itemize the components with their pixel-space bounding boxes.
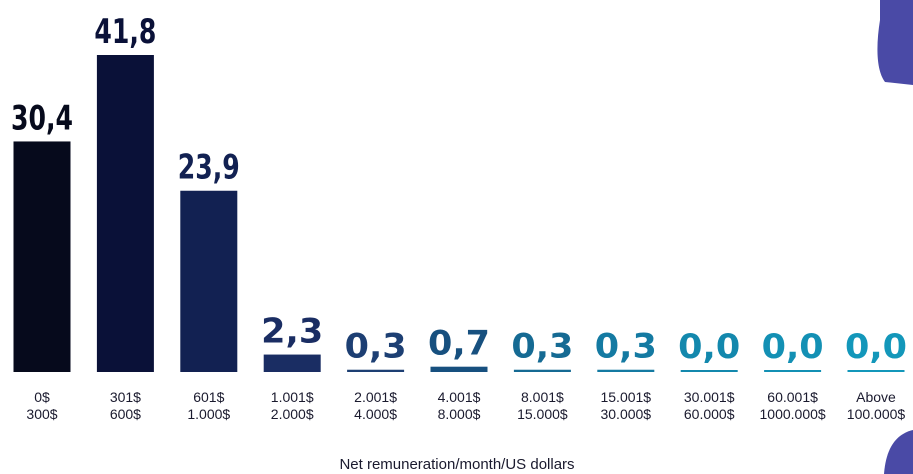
value-label: 0,7 [428, 324, 490, 364]
decor-shape [877, 0, 913, 85]
value-label: 0,0 [762, 327, 824, 367]
x-tick-label: 4.001$ [438, 389, 481, 405]
bar [680, 370, 738, 372]
bar [597, 369, 655, 372]
x-tick-label: 2.001$ [354, 389, 397, 405]
value-label: 30,4 [11, 98, 73, 138]
x-tick-label: 1.000$ [187, 406, 230, 422]
value-label: 0,3 [345, 327, 407, 367]
value-label: 0,0 [845, 327, 907, 367]
decor-shape [884, 430, 913, 474]
x-tick-label: 0$ [34, 389, 50, 405]
bar [96, 55, 154, 372]
x-tick-label: 30.001$ [684, 389, 735, 405]
x-tick-label: 60.000$ [684, 406, 735, 422]
x-tick-label: 1.001$ [271, 389, 314, 405]
x-tick-label: 4.000$ [354, 406, 397, 422]
x-tick-label: 100.000$ [847, 406, 906, 422]
x-tick-label: 2.000$ [271, 406, 314, 422]
bar [847, 370, 905, 372]
value-label: 0,3 [595, 327, 657, 367]
x-tick-label: Above [856, 389, 896, 405]
x-tick-label: 30.000$ [600, 406, 651, 422]
bar [513, 369, 571, 372]
value-label: 23,9 [178, 148, 240, 188]
x-tick-label: 60.001$ [767, 389, 818, 405]
bar [347, 369, 405, 372]
x-tick-label: 15.000$ [517, 406, 568, 422]
x-tick-label: 300$ [26, 406, 57, 422]
bar [764, 370, 822, 372]
value-label: 41,8 [94, 12, 156, 52]
x-tick-label: 600$ [110, 406, 141, 422]
x-tick-label: 8.000$ [438, 406, 481, 422]
bar [13, 141, 71, 372]
x-axis-label: Net remuneration/month/US dollars [339, 456, 574, 473]
value-label: 0,3 [511, 327, 573, 367]
bar [180, 190, 238, 372]
x-tick-label: 601$ [193, 389, 224, 405]
x-tick-label: 8.001$ [521, 389, 564, 405]
value-label: 2,3 [261, 312, 323, 352]
bar [430, 366, 488, 372]
bar [263, 354, 321, 372]
value-label: 0,0 [678, 327, 740, 367]
x-tick-label: 1000.000$ [760, 406, 826, 422]
x-tick-label: 15.001$ [600, 389, 651, 405]
x-tick-label: 301$ [110, 389, 141, 405]
